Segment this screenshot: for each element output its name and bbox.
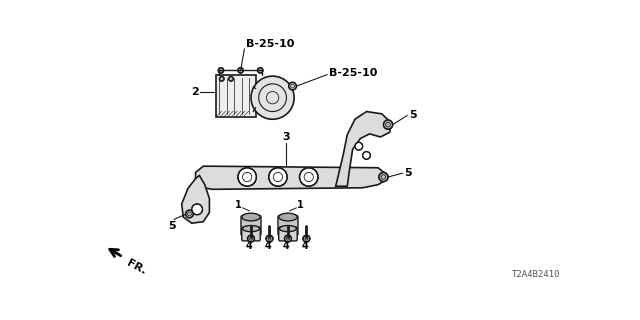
Circle shape	[303, 235, 310, 242]
Text: 4: 4	[246, 241, 253, 252]
FancyBboxPatch shape	[241, 215, 261, 236]
Text: 1: 1	[235, 200, 242, 210]
Circle shape	[379, 172, 388, 182]
Text: 4: 4	[301, 241, 308, 252]
Circle shape	[300, 168, 318, 186]
Circle shape	[186, 210, 193, 218]
Text: 3: 3	[282, 132, 289, 141]
Circle shape	[355, 142, 363, 150]
Circle shape	[192, 204, 202, 215]
Text: 5: 5	[169, 221, 176, 231]
Text: B-25-10: B-25-10	[329, 68, 377, 78]
Text: 5: 5	[409, 110, 417, 120]
Text: 2: 2	[191, 87, 198, 97]
Circle shape	[218, 68, 223, 73]
Circle shape	[220, 76, 224, 81]
FancyBboxPatch shape	[216, 75, 255, 117]
Circle shape	[269, 168, 287, 186]
FancyBboxPatch shape	[279, 227, 297, 241]
Circle shape	[257, 68, 263, 73]
Circle shape	[248, 235, 255, 242]
Circle shape	[266, 235, 273, 242]
Circle shape	[289, 82, 296, 90]
Circle shape	[285, 235, 291, 242]
Polygon shape	[182, 175, 209, 223]
Ellipse shape	[280, 226, 296, 232]
Circle shape	[238, 168, 257, 186]
Circle shape	[251, 76, 294, 119]
Text: 1: 1	[297, 200, 304, 210]
Circle shape	[383, 120, 393, 129]
Text: 4: 4	[283, 241, 290, 252]
Circle shape	[363, 152, 371, 159]
Ellipse shape	[279, 213, 297, 221]
Text: FR.: FR.	[125, 258, 148, 276]
Text: 4: 4	[264, 241, 271, 252]
Circle shape	[228, 76, 234, 81]
Polygon shape	[196, 166, 386, 189]
Text: B-25-10: B-25-10	[246, 39, 294, 49]
Circle shape	[238, 68, 243, 73]
Ellipse shape	[242, 213, 260, 221]
Text: 5: 5	[404, 168, 412, 178]
FancyBboxPatch shape	[242, 227, 260, 241]
Ellipse shape	[243, 226, 259, 232]
FancyBboxPatch shape	[278, 215, 298, 236]
Polygon shape	[336, 112, 391, 186]
Text: T2A4B2410: T2A4B2410	[512, 270, 561, 279]
